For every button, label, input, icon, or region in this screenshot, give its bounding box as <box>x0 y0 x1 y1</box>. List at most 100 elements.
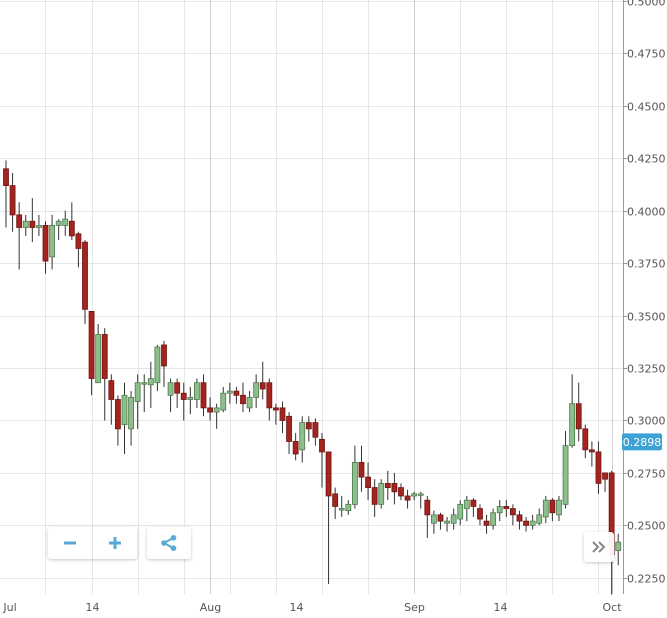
candle <box>174 378 181 408</box>
candle-body-down <box>398 487 404 497</box>
candle <box>615 533 622 566</box>
candle <box>3 160 9 228</box>
candle <box>483 514 490 534</box>
candle <box>220 386 227 413</box>
candle <box>62 210 69 236</box>
candle-body-up <box>378 482 385 505</box>
candle-body-up <box>496 506 503 514</box>
candle <box>82 240 88 324</box>
candle-body-down <box>437 514 444 522</box>
candle <box>29 198 36 243</box>
candle <box>121 382 128 455</box>
candle <box>134 374 141 429</box>
candle-body-up <box>141 382 148 385</box>
candle <box>95 323 102 384</box>
candle <box>226 382 233 404</box>
candle <box>22 214 29 236</box>
zoom-controls <box>48 527 137 559</box>
y-tick-label: 0.3250 <box>627 363 666 376</box>
x-axis: Jul 14 Aug 14 Sep 14 Oct <box>2 601 622 614</box>
candle-body-down <box>108 380 115 400</box>
candle <box>194 378 200 408</box>
candle <box>595 441 602 494</box>
candle <box>391 472 398 505</box>
candle-body-down <box>325 451 332 497</box>
candle-body-down <box>523 520 529 526</box>
candle <box>233 386 240 404</box>
candle <box>154 344 161 392</box>
candle <box>42 221 49 274</box>
candle-body-up <box>444 520 450 524</box>
y-tick-label: 0.4750 <box>627 48 666 61</box>
share-button[interactable] <box>147 527 191 559</box>
candle <box>365 462 371 501</box>
candle-body-down <box>424 499 431 516</box>
candle-body-down <box>503 506 510 509</box>
candle <box>36 214 42 236</box>
y-tick-label: 0.2500 <box>627 520 666 533</box>
zoom-in-button[interactable] <box>92 527 137 559</box>
minus-icon <box>64 541 76 545</box>
candle <box>286 412 292 455</box>
candle <box>75 231 82 268</box>
candle-body-down <box>75 233 82 249</box>
candle-body-down <box>365 476 371 488</box>
candle-body-up <box>463 499 470 509</box>
candle <box>424 495 431 538</box>
candle-body-down <box>332 493 339 507</box>
candle <box>253 374 260 408</box>
x-tick-label: Jul <box>2 601 16 614</box>
candle-body-down <box>233 390 240 396</box>
candle <box>444 516 450 532</box>
candle-body-up <box>220 392 227 411</box>
candle <box>115 395 121 446</box>
scroll-right-button[interactable] <box>584 532 614 562</box>
candle <box>108 374 115 425</box>
candle <box>9 172 16 232</box>
candle <box>556 495 562 522</box>
candle <box>161 340 167 387</box>
x-tick-label: Oct <box>602 601 622 614</box>
candle <box>273 403 279 425</box>
candle-body-up <box>615 541 622 551</box>
candle-body-up <box>22 220 29 228</box>
candle-body-down <box>358 462 365 478</box>
zoom-out-button[interactable] <box>48 527 92 559</box>
candle <box>312 418 319 446</box>
candle-body-down <box>82 241 88 310</box>
candle <box>477 504 483 526</box>
candle-body-down <box>305 422 312 430</box>
candle <box>430 510 437 534</box>
candle-body-up <box>562 445 569 505</box>
candle-body-down <box>391 482 398 493</box>
candle-body-up <box>187 396 194 400</box>
candle-body-up <box>411 493 418 497</box>
candle-body-up <box>213 407 220 413</box>
candle <box>549 498 556 522</box>
candle-body-down <box>200 382 207 409</box>
candle <box>503 500 510 517</box>
candle-body-up <box>536 514 543 524</box>
candle-body-down <box>470 499 477 507</box>
candle-body-down <box>42 225 49 262</box>
candle <box>213 403 220 429</box>
candle <box>536 508 543 526</box>
candle-body-down <box>101 334 108 379</box>
candle-body-up <box>338 508 345 511</box>
candle <box>345 500 352 515</box>
candle-body-down <box>273 407 279 411</box>
x-tick-label: Aug <box>200 601 221 614</box>
candle <box>457 500 464 526</box>
candle <box>582 424 589 459</box>
candle <box>437 512 444 530</box>
candle <box>470 498 477 517</box>
candle <box>490 508 497 530</box>
candle-body-down <box>595 451 602 484</box>
candle-body-down <box>88 311 95 379</box>
candlestick-series <box>3 160 622 595</box>
y-tick-label: 0.3000 <box>627 415 666 428</box>
candle-body-down <box>115 399 121 430</box>
candle <box>299 416 306 463</box>
candle-body-down <box>602 472 608 480</box>
